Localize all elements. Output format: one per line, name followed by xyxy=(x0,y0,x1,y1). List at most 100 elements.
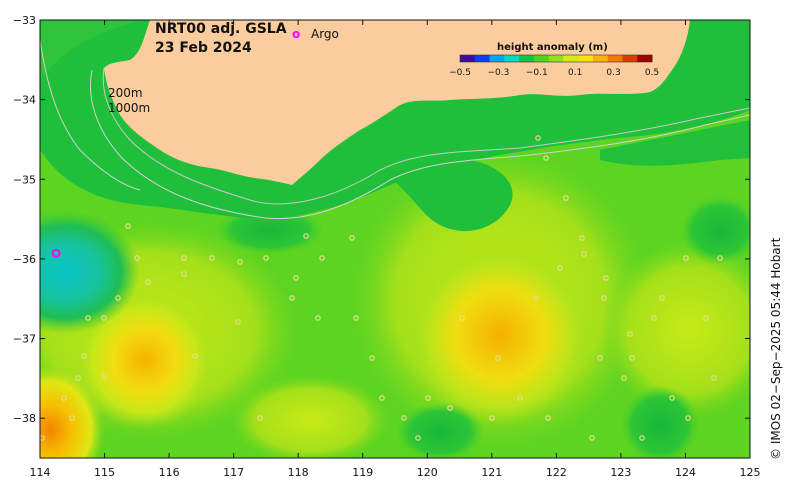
x-tick-label: 118 xyxy=(288,466,309,479)
argo-legend-label: Argo xyxy=(311,27,339,41)
colorbar-swatch xyxy=(489,55,505,62)
y-tick-label: −34 xyxy=(13,94,36,107)
isobath-200m xyxy=(102,67,750,205)
track-point xyxy=(263,255,269,261)
track-point xyxy=(235,319,241,325)
track-point xyxy=(115,295,121,301)
warm-eddy-121 xyxy=(410,245,590,425)
track-point xyxy=(75,375,81,381)
x-tick-label: 117 xyxy=(223,466,244,479)
track-point xyxy=(192,353,198,359)
colorbar-tick-label: −0.5 xyxy=(449,68,471,78)
x-tick-label: 115 xyxy=(94,466,115,479)
colorbar-title: height anomaly (m) xyxy=(497,42,608,53)
track-point xyxy=(289,295,295,301)
track-point xyxy=(293,275,299,281)
track-point xyxy=(134,255,140,261)
track-point xyxy=(415,435,421,441)
colorbar-swatch xyxy=(622,55,638,62)
track-point xyxy=(315,315,321,321)
cool-eddy-114 xyxy=(40,210,140,334)
track-point xyxy=(601,295,607,301)
map-title: NRT00 adj. GSLA xyxy=(155,21,287,37)
track-point xyxy=(209,255,215,261)
colorbar-swatch xyxy=(519,55,535,62)
colorbar-swatch xyxy=(592,55,609,62)
track-point xyxy=(711,375,717,381)
x-tick-label: 120 xyxy=(417,466,438,479)
map-date: 23 Feb 2024 xyxy=(155,40,252,56)
track-point xyxy=(603,275,609,281)
track-point xyxy=(181,255,187,261)
y-tick-label: −35 xyxy=(13,173,36,186)
track-point xyxy=(627,331,633,337)
y-tick-label: −38 xyxy=(13,412,36,425)
colorbar-tick-label: 0.3 xyxy=(606,68,620,78)
track-point xyxy=(579,235,585,241)
warm-eddy-114 xyxy=(40,365,105,458)
track-point xyxy=(543,155,549,161)
depth-label-200m: 200m xyxy=(108,86,143,100)
colorbar-tick-label: 0.1 xyxy=(568,68,582,78)
y-axis: −33 −34 −35 −36 −37 −38 xyxy=(13,14,750,425)
track-point xyxy=(101,315,107,321)
track-point xyxy=(69,415,75,421)
track-point xyxy=(651,315,657,321)
colorbar-swatch xyxy=(548,55,564,62)
y-tick-label: −33 xyxy=(13,14,36,27)
warm-eddy-115 xyxy=(75,290,215,430)
track-point xyxy=(535,135,541,141)
track-point xyxy=(621,375,627,381)
track-point xyxy=(425,395,431,401)
track-point xyxy=(557,265,563,271)
anomaly-field xyxy=(40,20,750,458)
track-point xyxy=(717,255,723,261)
track-point xyxy=(40,435,45,441)
x-tick-label: 122 xyxy=(546,466,567,479)
plot-frame xyxy=(39,19,751,459)
argo-floats xyxy=(51,248,61,258)
track-point xyxy=(349,235,355,241)
track-point xyxy=(125,223,131,229)
track-point xyxy=(447,405,453,411)
track-point xyxy=(61,395,67,401)
track-point xyxy=(563,195,569,201)
x-tick-label: 114 xyxy=(30,466,51,479)
imos-credit: © IMOS 02−Sep−2025 05:44 Hobart xyxy=(769,237,783,460)
track-point xyxy=(495,355,501,361)
track-point xyxy=(545,415,551,421)
x-tick-label: 124 xyxy=(675,466,696,479)
track-point xyxy=(659,295,665,301)
track-point xyxy=(237,259,243,265)
track-point xyxy=(703,315,709,321)
track-point xyxy=(683,255,689,261)
y-tick-label: −36 xyxy=(13,253,36,266)
track-point xyxy=(101,373,107,379)
x-tick-label: 121 xyxy=(481,466,502,479)
track-point xyxy=(517,395,523,401)
x-tick-label: 119 xyxy=(352,466,373,479)
track-point xyxy=(81,353,87,359)
track-point xyxy=(369,355,375,361)
depth-label-1000m: 1000m xyxy=(108,101,150,115)
isobath-1000m xyxy=(89,69,750,220)
colorbar-swatch xyxy=(607,55,623,62)
colorbar-tick-label: 0.5 xyxy=(645,68,659,78)
track-point xyxy=(629,355,635,361)
colorbar-swatch xyxy=(504,55,520,62)
colorbar-tick-label: −0.1 xyxy=(526,68,548,78)
track-point xyxy=(685,415,691,421)
track-point xyxy=(145,279,151,285)
argo-float-marker xyxy=(51,248,61,258)
track-point xyxy=(303,233,309,239)
track-point xyxy=(581,251,587,257)
track-point xyxy=(489,415,495,421)
track-point xyxy=(669,395,675,401)
track-point xyxy=(85,315,91,321)
track-point xyxy=(181,271,187,277)
colorbar-swatch xyxy=(578,55,594,62)
track-point xyxy=(257,415,263,421)
argo-legend-symbol: o xyxy=(292,27,300,41)
track-point xyxy=(353,315,359,321)
